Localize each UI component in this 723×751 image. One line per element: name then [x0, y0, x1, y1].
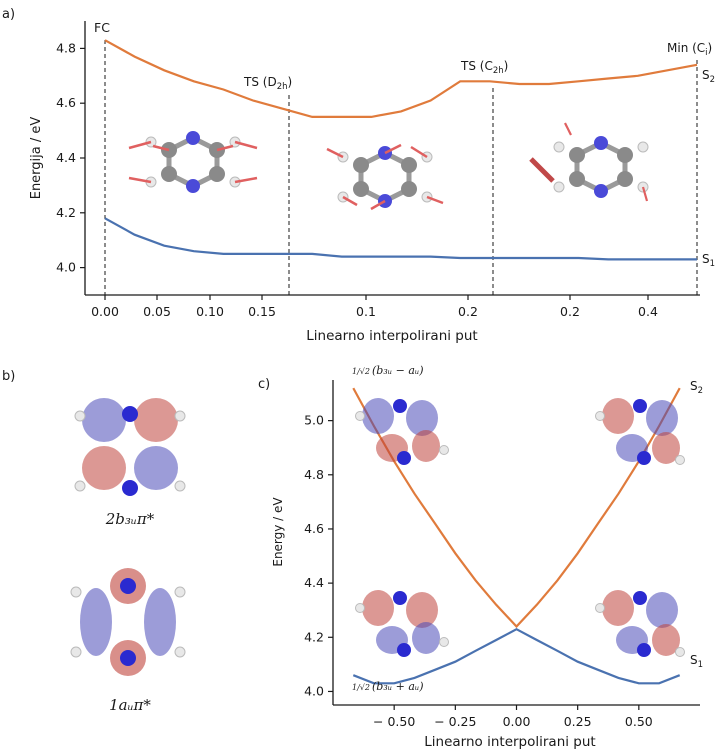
panel-c-s1-label: S1 [690, 653, 703, 670]
panel-a-label: a) [2, 7, 15, 22]
x-tick-label: 0.10 [196, 304, 224, 319]
panel-a-s2-label: S2 [702, 68, 715, 85]
panel-c-label: c) [258, 377, 270, 392]
panel-a: a) 4.04.24.44.64.8 0.00 0.05 0.10 0.15 0.1 0.… [2, 7, 715, 344]
x-tick-label: 0.05 [143, 304, 171, 319]
orbital-1au [70, 568, 186, 676]
y-tick-label: 4.2 [56, 205, 76, 220]
y-tick-label: 4.6 [56, 95, 76, 110]
panel-a-s1-label: S1 [702, 252, 715, 269]
x-tick-label: 0.25 [564, 714, 592, 729]
panel-c-x-label: Linearno interpolirani put [424, 734, 595, 750]
molecule-fc [128, 131, 258, 193]
x-tick-label: 0.50 [625, 714, 653, 729]
y-tick-label: 5.0 [304, 413, 324, 428]
annot-ts-c2h: TS (C2h) [460, 59, 508, 76]
orbital-1au-label: 1aᵤπ* [109, 696, 151, 714]
annot-fc: FC [94, 20, 110, 35]
panel-c-s1-line [352, 627, 681, 685]
panel-c-y-ticks: 4.0 4.2 4.4 4.6 4.8 5.0 [304, 413, 333, 698]
panel-b: b) 2b₃ᵤπ* 1aᵤπ* [2, 369, 186, 714]
x-tick-label: 0.2 [458, 304, 478, 319]
orbital-inset-top-right [595, 398, 685, 465]
top-formula: 1/√2 (b₃ᵤ − aᵤ) [352, 364, 424, 377]
annot-min-ci: Min (Ci) [667, 41, 712, 58]
panel-c-x-ticks: − 0.50 − 0.25 0.00 0.25 0.50 [373, 705, 653, 729]
orbital-2b3u [74, 398, 186, 496]
x-tick-label: 0.4 [638, 304, 658, 319]
bottom-formula: 1/√2 (b₃ᵤ + aᵤ) [352, 680, 424, 693]
y-tick-label: 4.4 [304, 575, 324, 590]
panel-a-y-ticks: 4.0 4.2 4.4 4.6 4.8 [56, 40, 85, 275]
x-tick-label: 0.15 [248, 304, 276, 319]
y-tick-label: 4.4 [56, 150, 76, 165]
orbital-inset-bottom-left [355, 590, 449, 657]
panel-c-s2-line [352, 387, 681, 629]
panel-a-y-label: Energija / eV [29, 117, 44, 200]
y-tick-label: 4.6 [304, 521, 324, 536]
orbital-2b3u-label: 2b₃ᵤπ* [105, 510, 155, 528]
x-tick-label: 0.00 [503, 714, 531, 729]
panel-c-y-label: Energy / eV [271, 497, 285, 567]
x-tick-label: − 0.25 [434, 714, 476, 729]
y-tick-label: 4.8 [304, 467, 324, 482]
panel-a-x-ticks: 0.00 0.05 0.10 0.15 0.1 0.2 0.2 0.4 [91, 295, 658, 319]
y-tick-label: 4.0 [56, 260, 76, 275]
x-tick-label: − 0.50 [373, 714, 415, 729]
panel-a-s2-line [104, 39, 698, 118]
x-tick-label: 0.1 [356, 304, 376, 319]
orbital-inset-bottom-right [595, 590, 685, 657]
y-tick-label: 4.8 [56, 40, 76, 55]
y-tick-label: 4.0 [304, 683, 324, 698]
x-tick-label: 0.00 [91, 304, 119, 319]
orbital-inset-top-left [355, 398, 449, 465]
panel-a-s1-line [104, 217, 697, 261]
panel-c-s2-label: S2 [690, 379, 703, 396]
panel-a-x-label: Linearno interpolirani put [306, 328, 477, 344]
molecule-ts-d2h [326, 143, 444, 211]
molecule-ts-c2h [529, 122, 649, 202]
panel-b-label: b) [2, 369, 15, 384]
panel-c: c) 4.0 4.2 4.4 4.6 4.8 5.0 − 0.50 − 0.25 0.00 0.… [258, 364, 703, 750]
y-tick-label: 4.2 [304, 629, 324, 644]
x-tick-label: 0.2 [560, 304, 580, 319]
annot-ts-d2h: TS (D2h) [243, 75, 292, 92]
